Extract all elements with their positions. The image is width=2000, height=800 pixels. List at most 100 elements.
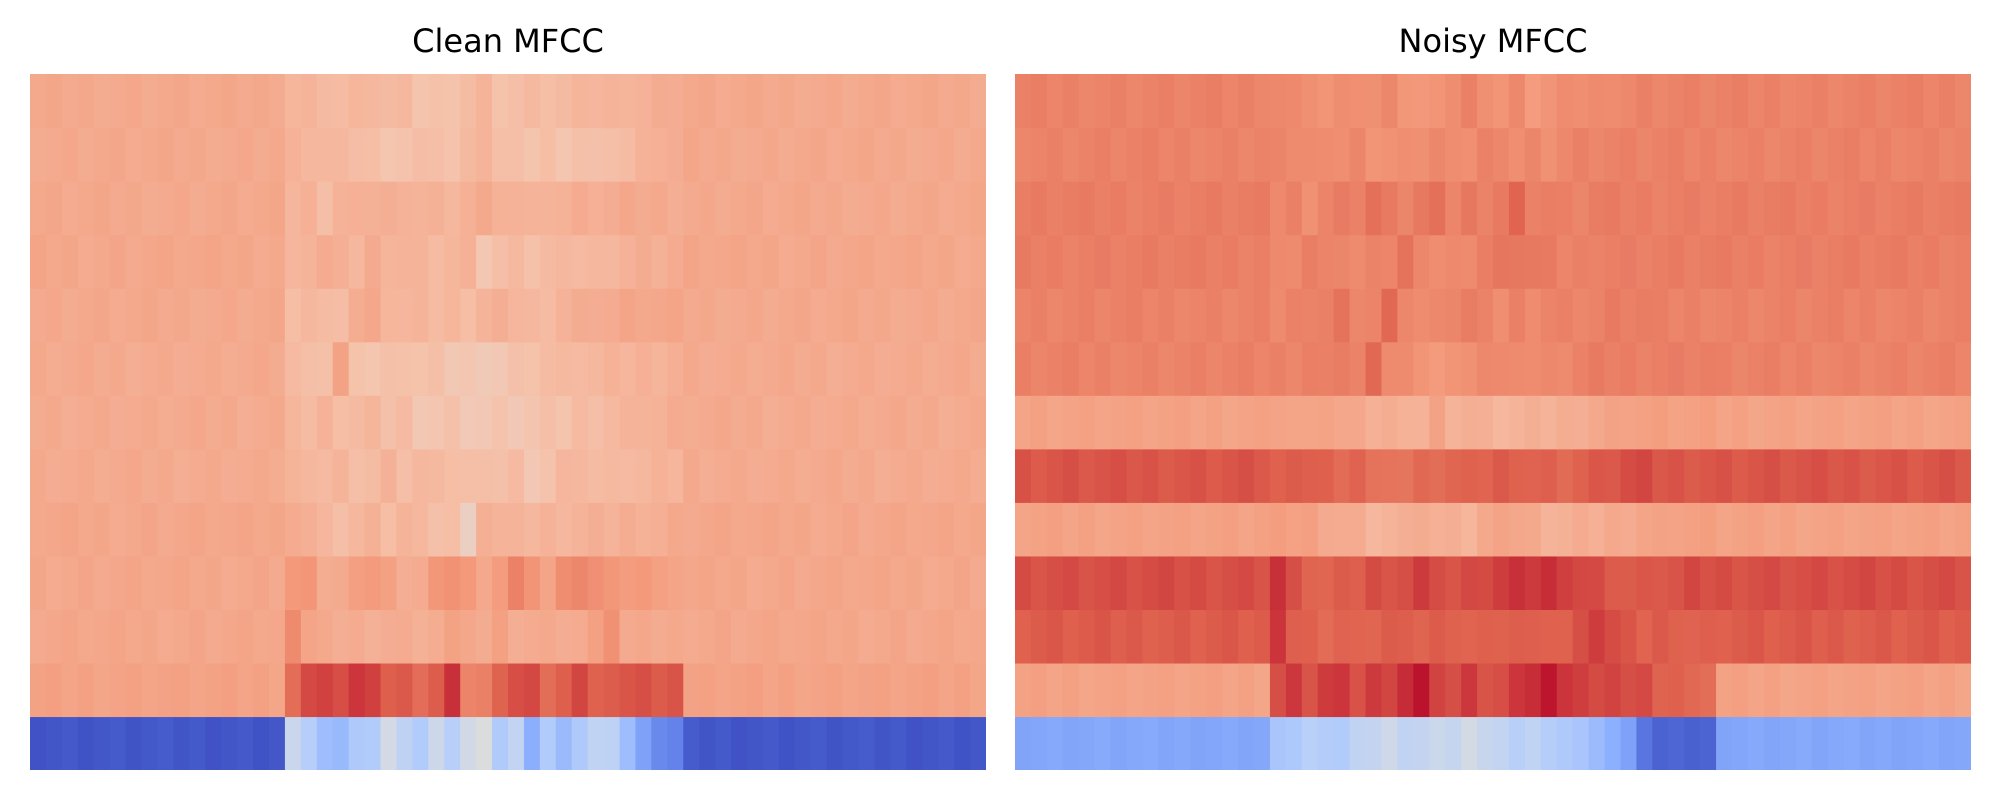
heatmap-cell — [1429, 181, 1446, 236]
heatmap-cell — [93, 234, 111, 289]
heatmap-cell — [938, 502, 955, 557]
heatmap-cell — [747, 341, 764, 396]
heatmap-cell — [1381, 448, 1398, 503]
heatmap-cell — [619, 555, 637, 610]
heatmap-cell — [1238, 555, 1255, 610]
heatmap-cell — [1859, 555, 1876, 610]
heatmap-cell — [1158, 127, 1175, 182]
heatmap-cell — [1238, 448, 1255, 503]
heatmap-cell — [428, 234, 445, 289]
heatmap-cell — [1732, 181, 1749, 236]
heatmap-cell — [1540, 395, 1558, 450]
heatmap-cell — [1747, 502, 1765, 557]
heatmap-cell — [1843, 448, 1861, 503]
heatmap-cell — [1588, 127, 1606, 182]
heatmap-cell — [157, 609, 174, 664]
heatmap-cell — [1046, 716, 1064, 770]
heatmap-cell — [1684, 234, 1701, 289]
heatmap-cell — [539, 341, 557, 396]
heatmap-cell — [141, 127, 159, 182]
heatmap-cell — [1493, 288, 1510, 343]
heatmap-cell — [332, 127, 350, 182]
heatmap-cell — [651, 288, 668, 343]
heatmap-cell — [476, 74, 493, 129]
heatmap-cell — [1795, 662, 1813, 718]
heatmap-cell — [1939, 448, 1956, 503]
heatmap-cell — [1477, 341, 1494, 396]
heatmap-cell — [125, 555, 143, 610]
heatmap-cell — [1062, 716, 1080, 770]
heatmap-cell — [1301, 662, 1319, 718]
heatmap-cell — [125, 716, 143, 770]
heatmap-cell — [428, 448, 445, 503]
heatmap-cell — [1939, 341, 1956, 396]
heatmap-cell — [1588, 609, 1606, 664]
heatmap-cell — [253, 127, 270, 182]
heatmap-cell — [1891, 716, 1908, 770]
heatmap-cell — [1604, 127, 1622, 182]
heatmap-cell — [61, 448, 79, 503]
heatmap-cell — [1493, 341, 1510, 396]
heatmap-cell — [396, 288, 413, 343]
heatmap-cell — [603, 716, 621, 770]
heatmap-cell — [619, 716, 637, 770]
heatmap-cell — [906, 234, 923, 289]
heatmap-cell — [61, 127, 79, 182]
heatmap-cell — [1429, 662, 1446, 718]
heatmap-cell — [492, 234, 509, 289]
heatmap-cell — [300, 395, 318, 450]
heatmap-cell — [1397, 716, 1414, 770]
heatmap-cell — [253, 502, 270, 557]
heatmap-cell — [1652, 288, 1669, 343]
heatmap-cell — [539, 609, 557, 664]
heatmap-cell — [1365, 341, 1383, 396]
heatmap-cell — [699, 609, 716, 664]
heatmap-cell — [1540, 234, 1558, 289]
heatmap-cell — [332, 395, 350, 450]
heatmap-cell — [1477, 502, 1494, 557]
heatmap-cell — [1620, 181, 1637, 236]
heatmap-cell — [587, 341, 605, 396]
heatmap-cell — [1094, 662, 1112, 718]
heatmap-cell — [1524, 502, 1542, 557]
heatmap-cell — [747, 181, 764, 236]
heatmap-cell — [1827, 555, 1845, 610]
heatmap-cell — [396, 609, 413, 664]
heatmap-cell — [715, 341, 732, 396]
heatmap-cell — [1907, 234, 1924, 289]
heatmap-cell — [237, 127, 254, 182]
heatmap-cell — [938, 716, 955, 770]
heatmap-cell — [1046, 341, 1064, 396]
heatmap-cell — [1222, 502, 1239, 557]
heatmap-cell — [826, 662, 844, 718]
heatmap-cell — [954, 502, 971, 557]
heatmap-cell — [237, 288, 254, 343]
heatmap-cell — [45, 74, 63, 129]
heatmap-cell — [61, 609, 79, 664]
heatmap-cell — [683, 716, 700, 770]
heatmap-cell — [492, 395, 509, 450]
heatmap-cell — [1174, 555, 1191, 610]
heatmap-cell — [316, 716, 334, 770]
heatmap-cell — [364, 234, 382, 289]
heatmap-cell — [93, 662, 111, 718]
heatmap-cell — [1572, 234, 1590, 289]
heatmap-cell — [1397, 288, 1414, 343]
heatmap-cell — [428, 288, 445, 343]
heatmap-cell — [428, 609, 445, 664]
heatmap-cell — [205, 181, 222, 236]
heatmap-cell — [173, 609, 190, 664]
heatmap-cell — [858, 234, 876, 289]
heatmap-cell — [635, 502, 652, 557]
heatmap-cell — [380, 181, 398, 236]
heatmap-cell — [1110, 609, 1128, 664]
heatmap-cell — [1142, 74, 1159, 129]
heatmap-cell — [253, 395, 270, 450]
heatmap-cell — [1524, 127, 1542, 182]
heatmap-cell — [1301, 716, 1319, 770]
heatmap-cell — [269, 662, 286, 718]
heatmap-cell — [492, 288, 509, 343]
heatmap-cell — [189, 395, 206, 450]
heatmap-cell — [460, 662, 477, 718]
heatmap-cell — [269, 716, 286, 770]
